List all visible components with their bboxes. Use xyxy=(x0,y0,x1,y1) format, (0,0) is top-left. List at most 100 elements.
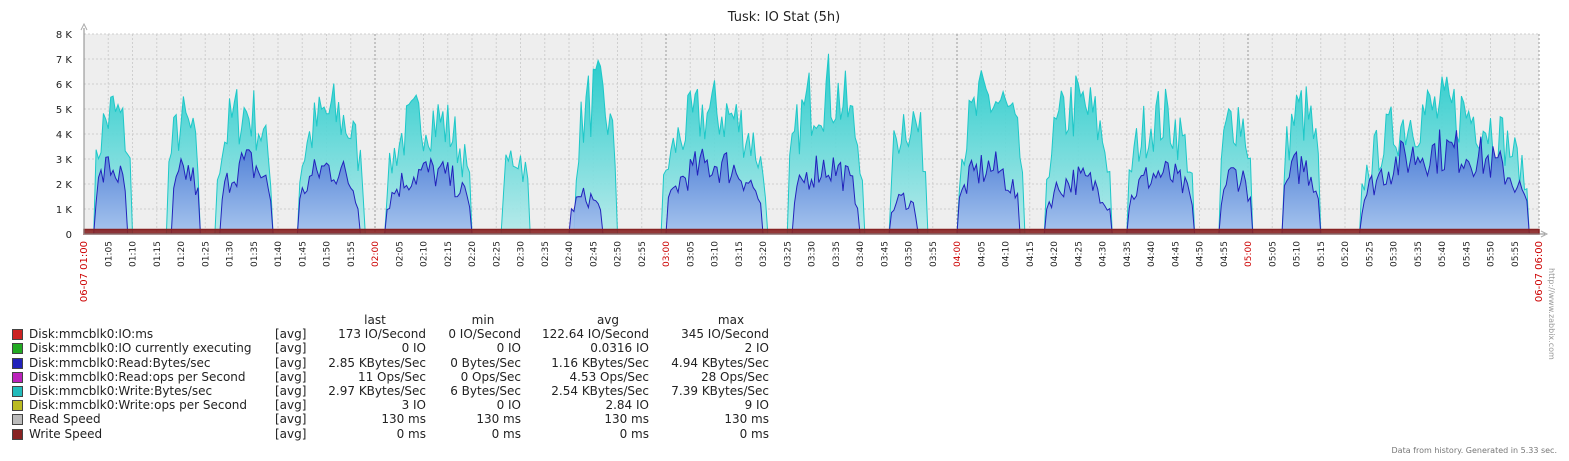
x-tick-label: 03:35 xyxy=(832,241,842,267)
legend-avg: 1.16 KBytes/Sec xyxy=(551,355,649,370)
x-tick-label: 04:55 xyxy=(1220,241,1230,267)
legend-swatch xyxy=(12,414,23,426)
x-tick-label: 03:15 xyxy=(735,241,745,267)
x-tick-label: 04:35 xyxy=(1123,241,1133,267)
x-tick-label: 05:35 xyxy=(1414,241,1424,267)
legend-swatch xyxy=(12,400,23,412)
legend-avg: 0 ms xyxy=(619,426,649,441)
legend-min: 0 IO xyxy=(496,398,521,413)
x-tick-label: 03:10 xyxy=(711,241,721,267)
chart-title: Tusk: IO Stat (5h) xyxy=(727,10,840,25)
y-tick-label: 1 K xyxy=(56,205,73,216)
legend-avg: 130 ms xyxy=(604,412,649,427)
footer-note: Data from history. Generated in 5.33 sec… xyxy=(1391,446,1557,455)
legend-swatch xyxy=(12,371,23,383)
x-axis-arrow xyxy=(1540,230,1549,238)
legend-min: 130 ms xyxy=(476,412,521,427)
x-tick-label: 05:00 xyxy=(1244,241,1254,267)
x-tick-label: 02:20 xyxy=(468,241,478,267)
y-tick-label: 5 K xyxy=(56,105,73,116)
legend-avg: 4.53 Ops/Sec xyxy=(569,369,650,384)
x-tick-label: 04:05 xyxy=(977,241,987,267)
x-tick-label: 02:25 xyxy=(492,241,502,267)
legend-min: 0 IO xyxy=(496,341,521,356)
y-tick-label: 2 K xyxy=(56,180,73,191)
x-tick-label: 03:25 xyxy=(783,241,793,267)
x-tick-label: 01:55 xyxy=(347,241,357,267)
legend-fn: [avg] xyxy=(275,412,307,427)
legend-name: Disk:mmcblk0:IO currently executing xyxy=(29,341,252,356)
legend-header-last: last xyxy=(364,313,386,327)
watermark: http://www.zabbix.com xyxy=(1547,268,1556,360)
legend-last: 0 IO xyxy=(401,341,426,356)
legend-swatch xyxy=(12,357,23,369)
x-tick-label: 01:50 xyxy=(323,241,333,267)
legend-max: 345 IO/Second xyxy=(681,327,769,342)
x-tick-label: 01:05 xyxy=(104,241,114,267)
legend-name: Write Speed xyxy=(29,426,103,441)
x-tick-label: 01:10 xyxy=(129,241,139,267)
x-tick-label: 01:15 xyxy=(153,241,163,267)
x-tick-label: 05:25 xyxy=(1365,241,1375,267)
legend-min: 0 IO/Second xyxy=(448,327,521,342)
y-tick-label: 3 K xyxy=(56,155,73,166)
series-disk-mmcblk0-read-bytes-sec-area xyxy=(84,129,1539,235)
x-tick-label: 02:30 xyxy=(517,241,527,267)
x-tick-label: 02:45 xyxy=(589,241,599,267)
legend-name: Disk:mmcblk0:Write:ops per Second xyxy=(29,398,248,413)
legend-fn: [avg] xyxy=(275,383,307,398)
legend-max: 2 IO xyxy=(744,341,769,356)
legend-swatch xyxy=(12,428,23,440)
x-tick-label: 02:10 xyxy=(420,241,430,267)
legend-last: 3 IO xyxy=(401,398,426,413)
y-tick-label: 4 K xyxy=(56,130,73,141)
x-tick-label: 02:55 xyxy=(638,241,648,267)
x-tick-label: 06-07 01:00 xyxy=(79,241,90,302)
x-tick-label: 04:20 xyxy=(1050,241,1060,267)
x-tick-label: 04:15 xyxy=(1026,241,1036,267)
x-tick-label: 04:10 xyxy=(1002,241,1012,267)
x-tick-label: 03:40 xyxy=(856,241,866,267)
legend-last: 11 Ops/Sec xyxy=(357,369,426,384)
legend-fn: [avg] xyxy=(275,327,307,342)
x-tick-label: 04:45 xyxy=(1171,241,1181,267)
x-tick-label: 05:50 xyxy=(1487,241,1497,267)
legend-max: 28 Ops/Sec xyxy=(700,369,769,384)
legend-fn: [avg] xyxy=(275,341,307,356)
x-tick-label: 05:30 xyxy=(1390,241,1400,267)
x-tick-label: 03:00 xyxy=(662,241,672,267)
legend-name: Disk:mmcblk0:IO:ms xyxy=(29,327,154,342)
legend-swatch xyxy=(12,385,23,397)
y-tick-label: 7 K xyxy=(56,55,73,66)
legend-min: 6 Bytes/Sec xyxy=(450,383,521,398)
x-tick-label: 05:05 xyxy=(1268,241,1278,267)
legend-max: 9 IO xyxy=(744,398,769,413)
legend-last: 2.85 KBytes/Sec xyxy=(328,355,426,370)
x-tick-label: 02:15 xyxy=(444,241,454,267)
legend-header-min: min xyxy=(471,313,495,327)
x-tick-label: 05:55 xyxy=(1511,241,1521,267)
legend-header-avg: avg xyxy=(596,313,620,327)
x-tick-label: 05:45 xyxy=(1462,241,1472,267)
x-tick-label: 05:20 xyxy=(1341,241,1351,267)
legend-header-max: max xyxy=(717,313,745,327)
legend-last: 173 IO/Second xyxy=(338,327,426,342)
x-tick-label: 03:55 xyxy=(929,241,939,267)
x-tick-label: 01:20 xyxy=(177,241,187,267)
legend-swatch xyxy=(12,343,23,355)
legend-avg: 2.84 IO xyxy=(605,398,649,413)
legend-name: Disk:mmcblk0:Write:Bytes/sec xyxy=(29,383,213,398)
legend-max: 4.94 KBytes/Sec xyxy=(671,355,769,370)
x-tick-label: 02:40 xyxy=(565,241,575,267)
legend-fn: [avg] xyxy=(275,398,307,413)
x-tick-label: 03:05 xyxy=(686,241,696,267)
legend-name: Read Speed xyxy=(29,412,101,427)
legend-last: 0 ms xyxy=(396,426,426,441)
legend-fn: [avg] xyxy=(275,355,307,370)
x-tick-label: 01:35 xyxy=(250,241,260,267)
x-tick-label: 06-07 06:00 xyxy=(1534,241,1545,302)
y-tick-label: 6 K xyxy=(56,80,73,91)
x-tick-label: 04:25 xyxy=(1074,241,1084,267)
x-tick-label: 01:40 xyxy=(274,241,284,267)
